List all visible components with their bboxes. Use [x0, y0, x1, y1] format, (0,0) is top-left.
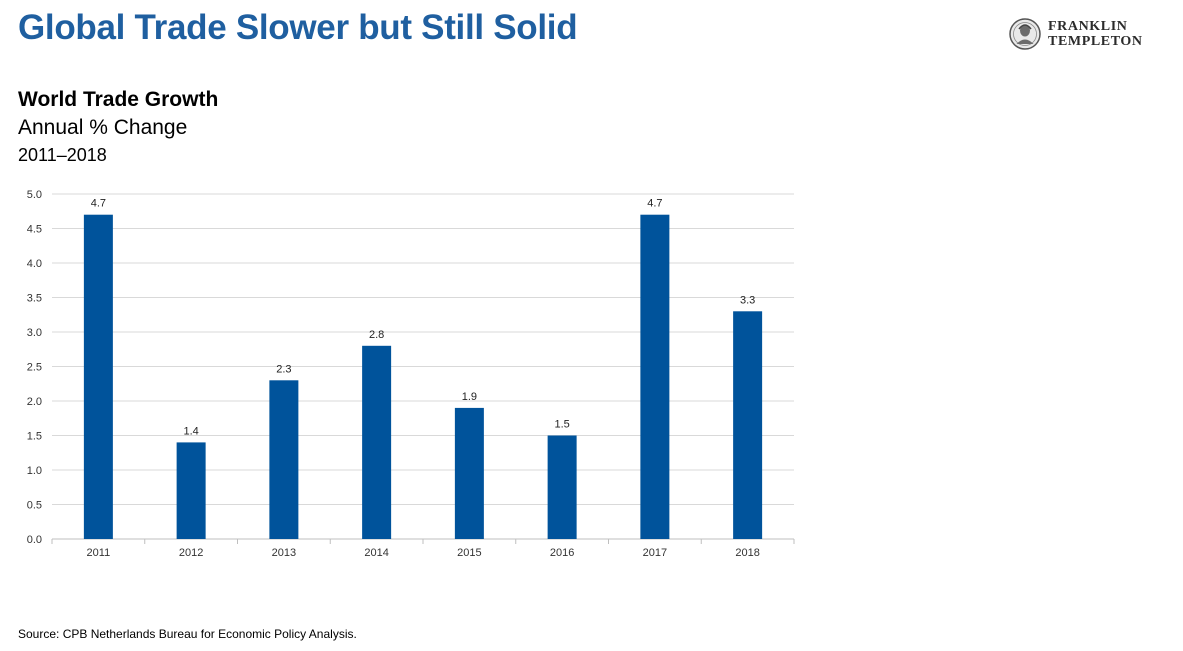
- y-tick-label: 3.5: [27, 293, 42, 305]
- bar: [269, 380, 299, 539]
- logo-line-1: FRANKLIN: [1048, 19, 1128, 34]
- y-tick-label: 0.0: [27, 534, 42, 546]
- bar: [362, 345, 392, 539]
- franklin-templeton-logo: FRANKLIN TEMPLETON: [1008, 14, 1168, 54]
- data-label: 1.9: [462, 391, 477, 403]
- x-tick-label: 2017: [643, 547, 667, 559]
- data-label: 1.5: [554, 419, 569, 431]
- data-label: 2.8: [369, 329, 384, 341]
- chart-subtitle: Annual % Change: [18, 116, 188, 139]
- y-tick-label: 5.0: [27, 189, 42, 201]
- data-label: 1.4: [183, 425, 198, 437]
- bar: [83, 214, 113, 539]
- x-tick-label: 2018: [735, 547, 759, 559]
- bar: [454, 407, 484, 539]
- bar: [176, 442, 206, 539]
- logo-line-2: TEMPLETON: [1048, 34, 1143, 49]
- data-label: 2.3: [276, 363, 291, 375]
- x-tick-label: 2014: [364, 547, 388, 559]
- data-label: 4.7: [647, 198, 662, 210]
- y-tick-label: 1.0: [27, 465, 42, 477]
- y-tick-label: 1.5: [27, 431, 42, 443]
- y-tick-label: 3.0: [27, 327, 42, 339]
- data-label: 3.3: [740, 294, 755, 306]
- portrait-medallion-icon: [1009, 18, 1041, 50]
- y-tick-label: 2.0: [27, 396, 42, 408]
- x-tick-label: 2011: [87, 547, 111, 559]
- x-tick-label: 2016: [550, 547, 574, 559]
- x-tick-label: 2015: [457, 547, 481, 559]
- page-title: Global Trade Slower but Still Solid: [18, 8, 578, 47]
- bar: [547, 435, 577, 539]
- source-note: Source: CPB Netherlands Bureau for Econo…: [18, 627, 357, 641]
- y-tick-label: 2.5: [27, 362, 42, 374]
- chart-title: World Trade Growth: [18, 88, 219, 111]
- bar-chart: 0.0 0.5 1.0 1.5 2.0 2.5 3.0 3.5 4.0 4.5 5.0 4.7 2011…: [27, 189, 795, 559]
- y-tick-label: 4.0: [27, 258, 42, 270]
- x-tick-label: 2013: [272, 547, 296, 559]
- chart-period: 2011–2018: [18, 145, 107, 165]
- x-tick-label: 2012: [179, 547, 203, 559]
- y-tick-label: 0.5: [27, 500, 42, 512]
- bar: [640, 214, 670, 539]
- data-label: 4.7: [91, 198, 106, 210]
- bar: [733, 311, 763, 539]
- y-tick-label: 4.5: [27, 224, 42, 236]
